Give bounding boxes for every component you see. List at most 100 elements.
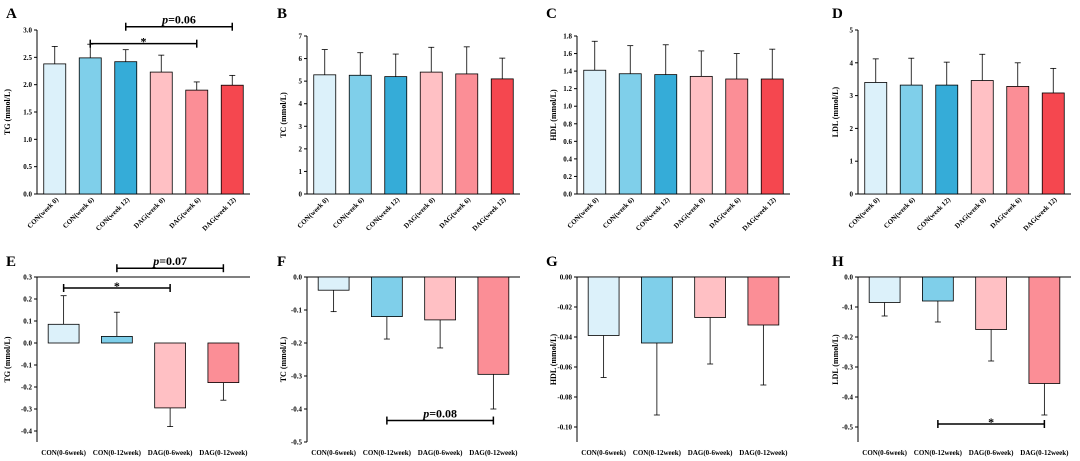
category-label: DAG(week 12) <box>201 195 238 232</box>
bar <box>641 276 673 344</box>
y-tick-label: 0.2 <box>23 296 32 304</box>
category-label: CON(0-6week) <box>41 449 86 457</box>
category-label: DAG(0-12week) <box>199 449 248 457</box>
panel-letter: H <box>832 254 844 270</box>
category-label: CON(0-12week) <box>633 449 682 457</box>
category-label: CON(0-12week) <box>93 449 142 457</box>
category-label: DAG(week 0) <box>402 195 437 230</box>
y-axis-label: HDL (mmol/L) <box>549 334 558 386</box>
y-tick-label: 0.5 <box>23 163 32 171</box>
bar <box>654 74 678 195</box>
category-label: CON(0-12week) <box>363 449 412 457</box>
y-tick-label: -0.1 <box>291 307 303 315</box>
category-label: DAG(week 6) <box>708 195 743 230</box>
category-label: DAG(0-12week) <box>469 449 518 457</box>
bar <box>455 73 479 195</box>
bar <box>78 57 102 195</box>
y-tick-label: -0.06 <box>557 364 572 372</box>
category-label: CON(week 0) <box>847 195 882 230</box>
category-label: CON(0-6week) <box>581 449 626 457</box>
bar <box>970 80 994 195</box>
bar <box>1028 276 1061 384</box>
bar <box>694 276 726 318</box>
y-tick-label: 0.4 <box>563 155 572 163</box>
y-axis-label: TG (mmol/L) <box>3 89 12 135</box>
bar <box>220 84 244 195</box>
y-tick-label: 0.0 <box>563 191 572 199</box>
y-tick-label: 4 <box>299 100 303 108</box>
bar <box>922 276 954 302</box>
category-label: CON(week 12) <box>94 195 131 232</box>
category-label: DAG(week 0) <box>132 195 167 230</box>
bar <box>114 61 138 195</box>
category-label: CON(week 6) <box>882 195 917 230</box>
y-axis-label: TC (mmol/L) <box>279 336 288 382</box>
panel-letter: F <box>277 254 286 270</box>
chart-panel-a: A TG (mmol/L) 0.0 0.5 1.0 1.5 2.0 2.5 3.0 CON(wee… <box>3 6 250 233</box>
category-label: CON(week 6) <box>331 195 366 230</box>
bar <box>154 342 186 409</box>
chart-panel-e: E TG (mmol/L) -0.4 -0.3 -0.2 -0.1 0.0 0.1 0.2 0.3… <box>3 254 250 457</box>
panel-letter: D <box>832 6 843 22</box>
y-tick-label: 0.0 <box>844 274 853 282</box>
bar <box>689 75 713 195</box>
bar <box>185 89 209 195</box>
y-tick-label: -0.1 <box>842 304 854 312</box>
chart-panel-f: F TC (mmol/L) -0.5 -0.4 -0.3 -0.2 -0.1 0.0 CON(0… <box>277 254 520 457</box>
category-label: DAG(week 6) <box>438 195 473 230</box>
category-label: CON(0-6week) <box>862 449 907 457</box>
bar <box>371 276 403 317</box>
chart-panel-c: C HDL (mmol/L) 0.0 0.2 0.4 0.6 0.8 1.0 1.2 1.4 1.6… <box>546 6 790 233</box>
significance-label: * <box>114 279 120 293</box>
y-tick-label: 1.5 <box>23 109 32 117</box>
chart-panel-d: D LDL (mmol/L) 0 1 2 3 4 5 CON(week 0) CON(week 6… <box>831 6 1071 233</box>
y-tick-label: -0.4 <box>291 406 303 414</box>
y-tick-label: -0.3 <box>21 406 33 414</box>
y-tick-label: -0.04 <box>557 334 572 342</box>
category-label: DAG(week 12) <box>1022 195 1059 232</box>
category-label: DAG(0-6week) <box>688 449 733 457</box>
y-tick-label: 1.0 <box>563 103 572 111</box>
y-tick-label: 0.0 <box>23 191 32 199</box>
y-tick-label: -0.4 <box>842 394 854 402</box>
bar <box>101 335 133 344</box>
y-tick-label: -0.2 <box>21 384 33 392</box>
bar <box>864 82 888 195</box>
y-tick-label: -0.3 <box>291 373 303 381</box>
bar <box>317 276 350 291</box>
bar <box>384 76 408 195</box>
chart-panel-g: G HDL (mmol/L) -0.10 -0.08 -0.06 -0.04 -0.02 0.… <box>546 254 790 457</box>
y-tick-label: 0.00 <box>560 274 573 282</box>
bar <box>1041 92 1065 195</box>
y-tick-label: -0.3 <box>842 364 854 372</box>
y-tick-label: -0.5 <box>842 424 854 432</box>
bar <box>149 71 173 195</box>
y-tick-label: 0.3 <box>23 274 32 282</box>
category-label: DAG(week 0) <box>672 195 707 230</box>
significance-label: p=0.06 <box>161 13 196 27</box>
bar <box>583 69 607 195</box>
category-label: CON(week 12) <box>364 195 401 232</box>
y-tick-label: 1.4 <box>563 68 572 76</box>
category-label: DAG(week 6) <box>168 195 203 230</box>
category-label: CON(week 0) <box>296 195 331 230</box>
y-axis-label: TG (mmol/L) <box>3 336 12 382</box>
bar <box>313 74 337 195</box>
category-label: DAG(week 12) <box>471 195 508 232</box>
bar <box>935 84 959 195</box>
bar <box>760 78 784 195</box>
y-tick-label: 2 <box>850 125 854 133</box>
category-label: DAG(0-12week) <box>1020 449 1069 457</box>
y-tick-label: -0.10 <box>557 424 572 432</box>
category-label: DAG(0-6week) <box>148 449 193 457</box>
bar <box>490 78 514 195</box>
panel-letter: C <box>546 6 557 22</box>
bar <box>868 276 901 303</box>
y-tick-label: 0.8 <box>563 120 572 128</box>
y-tick-label: -0.1 <box>21 362 33 370</box>
y-tick-label: 2.5 <box>23 54 32 62</box>
y-axis-label: HDL (mmol/L) <box>549 89 558 141</box>
bar <box>975 276 1007 330</box>
panel-letter: A <box>6 6 17 22</box>
